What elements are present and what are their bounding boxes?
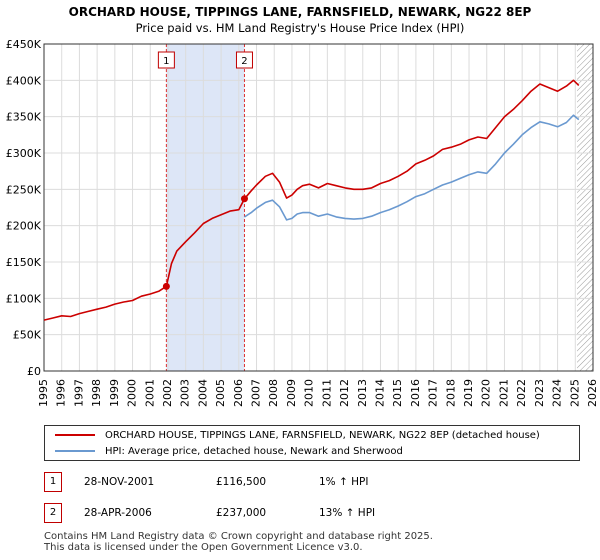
- sale-point: [162, 282, 170, 290]
- x-tick-label: 2007: [250, 379, 263, 407]
- transaction-hpi-change: 1% ↑ HPI: [319, 476, 369, 488]
- transaction-number-badge: 2: [44, 503, 62, 523]
- attribution-footer: Contains HM Land Registry data © Crown c…: [44, 531, 433, 553]
- legend-label-hpi: HPI: Average price, detached house, Newa…: [105, 446, 403, 457]
- x-tick-label: 1996: [55, 379, 68, 407]
- x-tick-label: 2010: [303, 379, 316, 407]
- chart-title: ORCHARD HOUSE, TIPPINGS LANE, FARNSFIELD…: [69, 5, 532, 19]
- sale-label-box: [235, 51, 253, 69]
- y-tick-label: £50K: [13, 329, 42, 342]
- x-tick-label: 2024: [551, 379, 564, 407]
- transaction-hpi-change: 13% ↑ HPI: [319, 507, 376, 519]
- chart-legend: ORCHARD HOUSE, TIPPINGS LANE, FARNSFIELD…: [44, 425, 580, 461]
- x-tick-label: 2001: [143, 379, 156, 407]
- y-tick-label: £450K: [6, 38, 42, 51]
- x-tick-label: 2011: [320, 379, 333, 407]
- x-tick-label: 2014: [373, 379, 386, 407]
- x-tick-label: 2018: [444, 379, 457, 407]
- y-tick-label: £350K: [6, 111, 42, 124]
- y-tick-label: £150K: [6, 256, 42, 269]
- x-tick-label: 2016: [409, 379, 422, 407]
- transaction-number-badge: 1: [44, 472, 62, 492]
- x-tick-label: 1995: [37, 379, 50, 407]
- x-tick-label: 2012: [338, 379, 351, 407]
- legend-label-property: ORCHARD HOUSE, TIPPINGS LANE, FARNSFIELD…: [105, 430, 540, 441]
- y-tick-label: £250K: [6, 183, 42, 196]
- x-tick-label: 2015: [391, 379, 404, 407]
- y-tick-label: £400K: [6, 74, 42, 87]
- series-line-property: [43, 79, 580, 321]
- y-tick-label: £100K: [6, 292, 42, 305]
- x-tick-label: 2017: [427, 379, 440, 407]
- x-tick-label: 1998: [90, 379, 103, 407]
- y-tick-label: £200K: [6, 220, 42, 233]
- x-tick-label: 2009: [285, 379, 298, 407]
- x-tick-label: 2019: [462, 379, 475, 407]
- sale-label-box: [157, 51, 175, 69]
- sale-label-number: 2: [241, 56, 247, 67]
- x-tick-label: 2005: [214, 379, 227, 407]
- y-tick-label: £300K: [6, 147, 42, 160]
- x-tick-label: 2006: [232, 379, 245, 407]
- legend-item-hpi: HPI: Average price, detached house, Newa…: [55, 444, 403, 460]
- sale-period-shading: [166, 44, 245, 371]
- x-tick-label: 2020: [480, 379, 493, 407]
- x-tick-label: 2003: [179, 379, 192, 407]
- legend-item-property: ORCHARD HOUSE, TIPPINGS LANE, FARNSFIELD…: [55, 428, 540, 444]
- legend-swatch-hpi: [55, 450, 95, 452]
- legend-swatch-property: [55, 434, 95, 436]
- x-tick-label: 2004: [196, 379, 209, 407]
- x-tick-label: 1999: [108, 379, 121, 407]
- x-tick-label: 2021: [497, 379, 510, 407]
- plot-border: [43, 43, 594, 372]
- footer-licence: This data is licensed under the Open Gov…: [44, 542, 363, 553]
- transaction-date: 28-NOV-2001: [84, 476, 155, 488]
- x-tick-label: 2022: [515, 379, 528, 407]
- x-tick-label: 2023: [533, 379, 546, 407]
- x-tick-label: 2000: [126, 379, 139, 407]
- x-tick-label: 2026: [586, 379, 599, 407]
- chart-subtitle: Price paid vs. HM Land Registry's House …: [136, 21, 465, 35]
- transaction-price: £116,500: [216, 476, 267, 488]
- price-chart: ORCHARD HOUSE, TIPPINGS LANE, FARNSFIELD…: [6, 5, 599, 407]
- y-tick-label: £0: [27, 365, 41, 378]
- x-tick-label: 2002: [161, 379, 174, 407]
- transaction-date: 28-APR-2006: [84, 507, 152, 519]
- footer-copyright: Contains HM Land Registry data © Crown c…: [44, 531, 433, 542]
- forecast-region: [577, 44, 593, 371]
- x-tick-label: 2008: [267, 379, 280, 407]
- x-tick-label: 2025: [568, 379, 581, 407]
- sale-label-number: 1: [163, 56, 169, 67]
- x-tick-label: 1997: [72, 379, 85, 407]
- series-line-hpi: [244, 114, 580, 221]
- transaction-price: £237,000: [216, 507, 267, 519]
- x-tick-label: 2013: [356, 379, 369, 407]
- sale-point: [240, 195, 248, 203]
